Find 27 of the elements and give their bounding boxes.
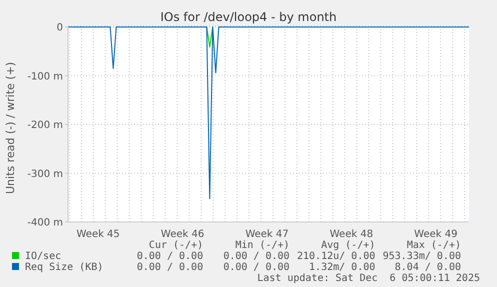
text: 210.12u/ 0.00: [296, 251, 376, 262]
text: 953.33m/ 0.00: [382, 251, 461, 262]
y-axis-title: Units read (-) / write (+): [4, 62, 17, 194]
x-tick-label: Week 46: [160, 229, 204, 240]
y-tick-label: -100 m: [27, 71, 63, 82]
y-tick-label: 0: [56, 22, 63, 34]
text: Last update: Sat Dec 6 05:00:11 2025: [256, 273, 480, 284]
y-tick-label: -300 m: [27, 168, 63, 180]
legend-label: Req Size (KB): [24, 262, 104, 273]
legend-label: IO/sec: [24, 251, 62, 262]
text: Avg (-/+): [320, 240, 376, 251]
text: 0.00 / 0.00: [136, 251, 204, 262]
text: Min (-/+): [234, 240, 290, 251]
x-tick-label: Week 48: [330, 229, 374, 240]
x-tick-label: Week 47: [245, 229, 289, 240]
x-tick-label: Week 49: [414, 229, 458, 240]
text: 0.00 / 0.00: [136, 262, 204, 273]
y-tick-label: -400 m: [27, 218, 63, 229]
x-tick-label: Week 45: [76, 229, 120, 240]
text: 0.00 / 0.00: [222, 251, 290, 262]
chart-title: IOs for /dev/loop4 - by month: [159, 10, 338, 24]
text: 1.32m/ 0.00: [308, 262, 376, 273]
text: 0.00 / 0.00: [222, 262, 290, 273]
text: Max (-/+): [406, 240, 461, 251]
y-tick-label: -200 m: [27, 120, 63, 132]
text: Cur (-/+): [148, 240, 204, 251]
text: 8.04 / 0.00: [394, 262, 461, 273]
